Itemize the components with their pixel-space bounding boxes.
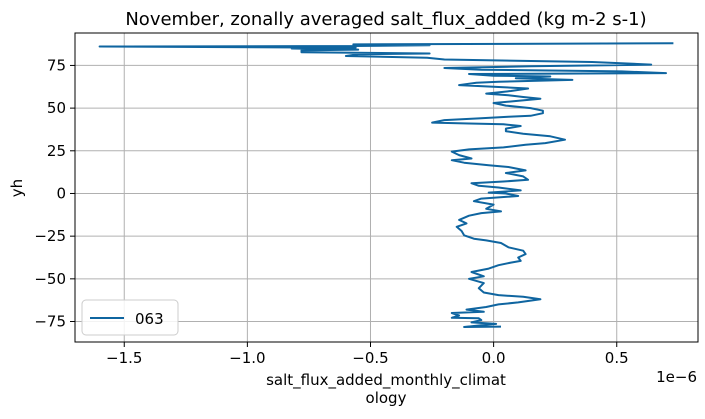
y-axis-ticks: −75 −50 −25 0 25 50 75: [34, 56, 75, 331]
x-tick-label: 0.0: [482, 349, 506, 367]
chart-title: November, zonally averaged salt_flux_add…: [125, 9, 646, 30]
x-axis-label-line-1: salt_flux_added_monthly_climat: [266, 371, 506, 390]
y-tick-label: −25: [34, 227, 66, 245]
y-tick-label: −50: [34, 270, 66, 288]
x-tick-label: −1.5: [106, 349, 142, 367]
grid: [75, 33, 698, 342]
y-tick-label: 25: [47, 142, 66, 160]
legend-box: [81, 299, 179, 336]
series-layer: [98, 42, 674, 328]
series-line-063: [98, 42, 674, 328]
x-axis-offset-label: 1e−6: [656, 368, 697, 386]
x-axis-label-line-2: ology: [366, 389, 407, 407]
x-tick-label: 0.5: [605, 349, 629, 367]
y-tick-label: 0: [56, 184, 66, 202]
plot-frame: [74, 32, 699, 343]
y-tick-label: −75: [34, 313, 66, 331]
y-tick-label: 50: [47, 99, 66, 117]
x-tick-label: −1.0: [229, 349, 265, 367]
legend-label: 063: [135, 310, 164, 328]
x-tick-label: −0.5: [352, 349, 388, 367]
x-axis-ticks: −1.5 −1.0 −0.5 0.0 0.5: [106, 342, 629, 367]
y-axis-label: yh: [8, 179, 26, 197]
legend: 063: [81, 299, 179, 336]
y-tick-label: 75: [47, 56, 66, 74]
